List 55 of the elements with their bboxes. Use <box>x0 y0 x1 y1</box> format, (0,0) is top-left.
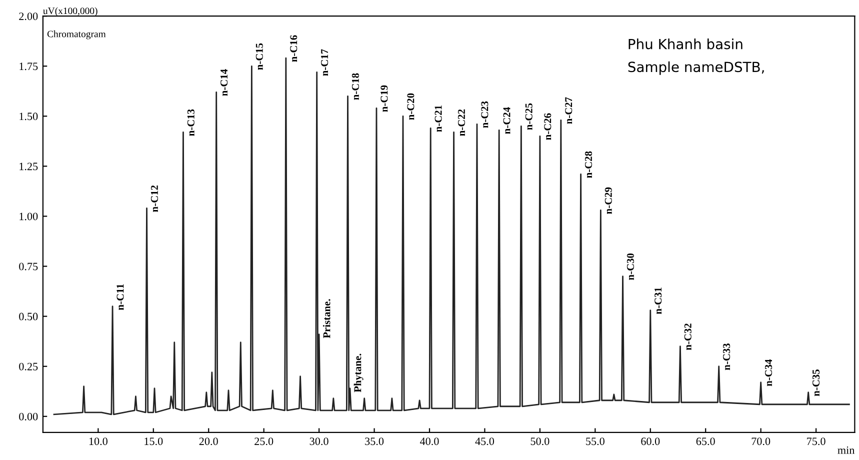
y-tick-label: 1.25 <box>20 162 38 170</box>
x-tick-label: 30.0 <box>310 438 328 446</box>
annotation: n-C24 <box>503 107 510 134</box>
x-tick-label: 40.0 <box>420 438 439 446</box>
x-tick-label: 35.0 <box>365 438 384 446</box>
annotation: n-C21 <box>434 106 442 132</box>
y-tick-label: 0.75 <box>19 262 38 270</box>
x-tick-label: 60.0 <box>641 438 660 446</box>
annotation: n-C11 <box>116 284 124 310</box>
x-tick-label: 55.0 <box>586 438 604 446</box>
annotation: n-C23 <box>481 101 488 128</box>
annotation: n-C13 <box>187 109 194 136</box>
x-tick-label: 50.0 <box>530 438 550 446</box>
annotation: n-C15 <box>256 43 263 70</box>
annotation: n-C12 <box>150 185 158 212</box>
annotation: n-C18 <box>352 73 359 100</box>
y-tick-label: 1.50 <box>20 112 38 120</box>
x-tick-label: 10.0 <box>89 438 108 446</box>
annotation: n-C33 <box>723 344 730 370</box>
annotation: n-C20 <box>407 93 414 120</box>
y-tick-label: 2.00 <box>19 12 38 20</box>
annotation: n-C19 <box>380 85 388 112</box>
y-tick-label: 0.50 <box>19 312 38 320</box>
annotation: n-C22 <box>458 109 465 136</box>
x-tick-label: 25.0 <box>254 438 274 446</box>
y-tick-label: 1.75 <box>20 62 38 70</box>
annotation: Phu Khanh basin <box>628 38 742 50</box>
annotation: n-C30 <box>626 253 634 280</box>
x-tick-label: 15.0 <box>144 438 163 446</box>
annotation: n-C34 <box>765 359 772 386</box>
annotation: n-C17 <box>321 49 328 76</box>
x-tick-label: 65.0 <box>696 438 715 446</box>
y-tick-label: 0.00 <box>19 412 38 420</box>
x-axis-title: min <box>838 446 855 454</box>
annotation: n-C28 <box>584 151 592 178</box>
annotation: Pristane. <box>322 299 330 338</box>
annotation: n-C31 <box>654 288 662 314</box>
y-axis-title: uV(x100,000) <box>43 7 98 16</box>
annotation: n-C26 <box>544 113 552 140</box>
annotation: Chromatogram <box>47 30 106 40</box>
annotation: n-C29 <box>604 187 612 214</box>
annotation: n-C27 <box>565 97 572 124</box>
annotation: Phytane. <box>354 354 364 392</box>
annotation: n-C32 <box>684 324 692 350</box>
annotation: n-C16 <box>290 35 298 62</box>
annotation: n-C14 <box>220 69 228 96</box>
x-tick-label: 45.0 <box>475 438 494 446</box>
annotation: n-C35 <box>812 370 820 396</box>
x-tick-label: 75.0 <box>807 438 826 446</box>
y-tick-label: 0.25 <box>19 362 38 370</box>
annotation: n-C25 <box>525 103 532 130</box>
x-tick-label: 70.0 <box>752 438 770 446</box>
y-tick-label: 1.00 <box>20 212 38 220</box>
x-tick-label: 20.0 <box>199 438 218 446</box>
annotation: Sample nameDSTB, <box>628 61 764 75</box>
